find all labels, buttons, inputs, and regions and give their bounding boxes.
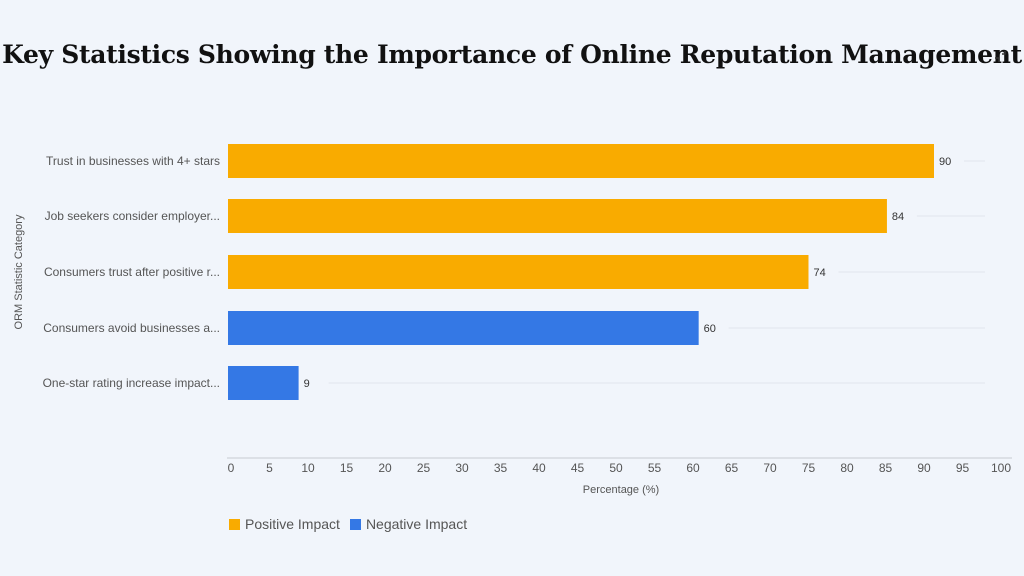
x-tick-label: 100	[991, 461, 1011, 475]
x-tick-label: 15	[340, 461, 354, 475]
x-tick-label: 95	[956, 461, 970, 475]
chart-title: Key Statistics Showing the Importance of…	[2, 40, 1022, 69]
x-tick-label: 10	[301, 461, 315, 475]
x-tick-label: 50	[609, 461, 623, 475]
legend: Positive Impact Negative Impact	[229, 516, 467, 532]
legend-label: Positive Impact	[245, 516, 340, 532]
bar	[228, 255, 809, 289]
x-tick-label: 70	[763, 461, 777, 475]
category-label: Trust in businesses with 4+ stars	[46, 154, 220, 168]
legend-label: Negative Impact	[365, 516, 468, 532]
category-label: Consumers avoid businesses a...	[43, 321, 220, 335]
data-label: 9	[304, 378, 310, 390]
bar	[228, 311, 699, 345]
category-label: Consumers trust after positive r...	[44, 265, 220, 279]
x-tick-label: 60	[686, 461, 700, 475]
x-tick-label: 0	[228, 461, 235, 475]
x-tick-label: 35	[494, 461, 508, 475]
legend-swatch	[229, 518, 240, 530]
category-label: Job seekers consider employer...	[45, 209, 220, 223]
legend-swatch	[349, 518, 361, 530]
legend-item[interactable]: Positive Impact	[229, 516, 340, 532]
x-tick-label: 25	[417, 461, 431, 475]
data-label: 90	[939, 156, 951, 168]
bar	[228, 199, 887, 233]
x-tick-label: 65	[725, 461, 739, 475]
collapse-icon[interactable]	[993, 49, 1007, 63]
x-tick-label: 80	[840, 461, 854, 475]
x-tick-label: 40	[532, 461, 546, 475]
x-tick-label: 90	[917, 461, 931, 475]
x-tick-label: 55	[648, 461, 662, 475]
bar	[228, 366, 299, 400]
x-tick-label: 20	[378, 461, 392, 475]
data-label: 84	[892, 211, 904, 223]
x-tick-label: 30	[455, 461, 469, 475]
x-tick-label: 5	[266, 461, 273, 475]
category-label: One-star rating increase impact...	[43, 376, 220, 390]
y-axis-title: ORM Statistic Category	[13, 214, 25, 329]
data-label: 60	[704, 323, 716, 335]
x-tick-label: 75	[802, 461, 816, 475]
bar	[228, 144, 934, 178]
data-label: 74	[813, 267, 825, 279]
x-tick-label: 45	[571, 461, 585, 475]
legend-item[interactable]: Negative Impact	[349, 516, 468, 532]
x-tick-label: 85	[879, 461, 893, 475]
x-axis-title: Percentage (%)	[583, 484, 659, 496]
